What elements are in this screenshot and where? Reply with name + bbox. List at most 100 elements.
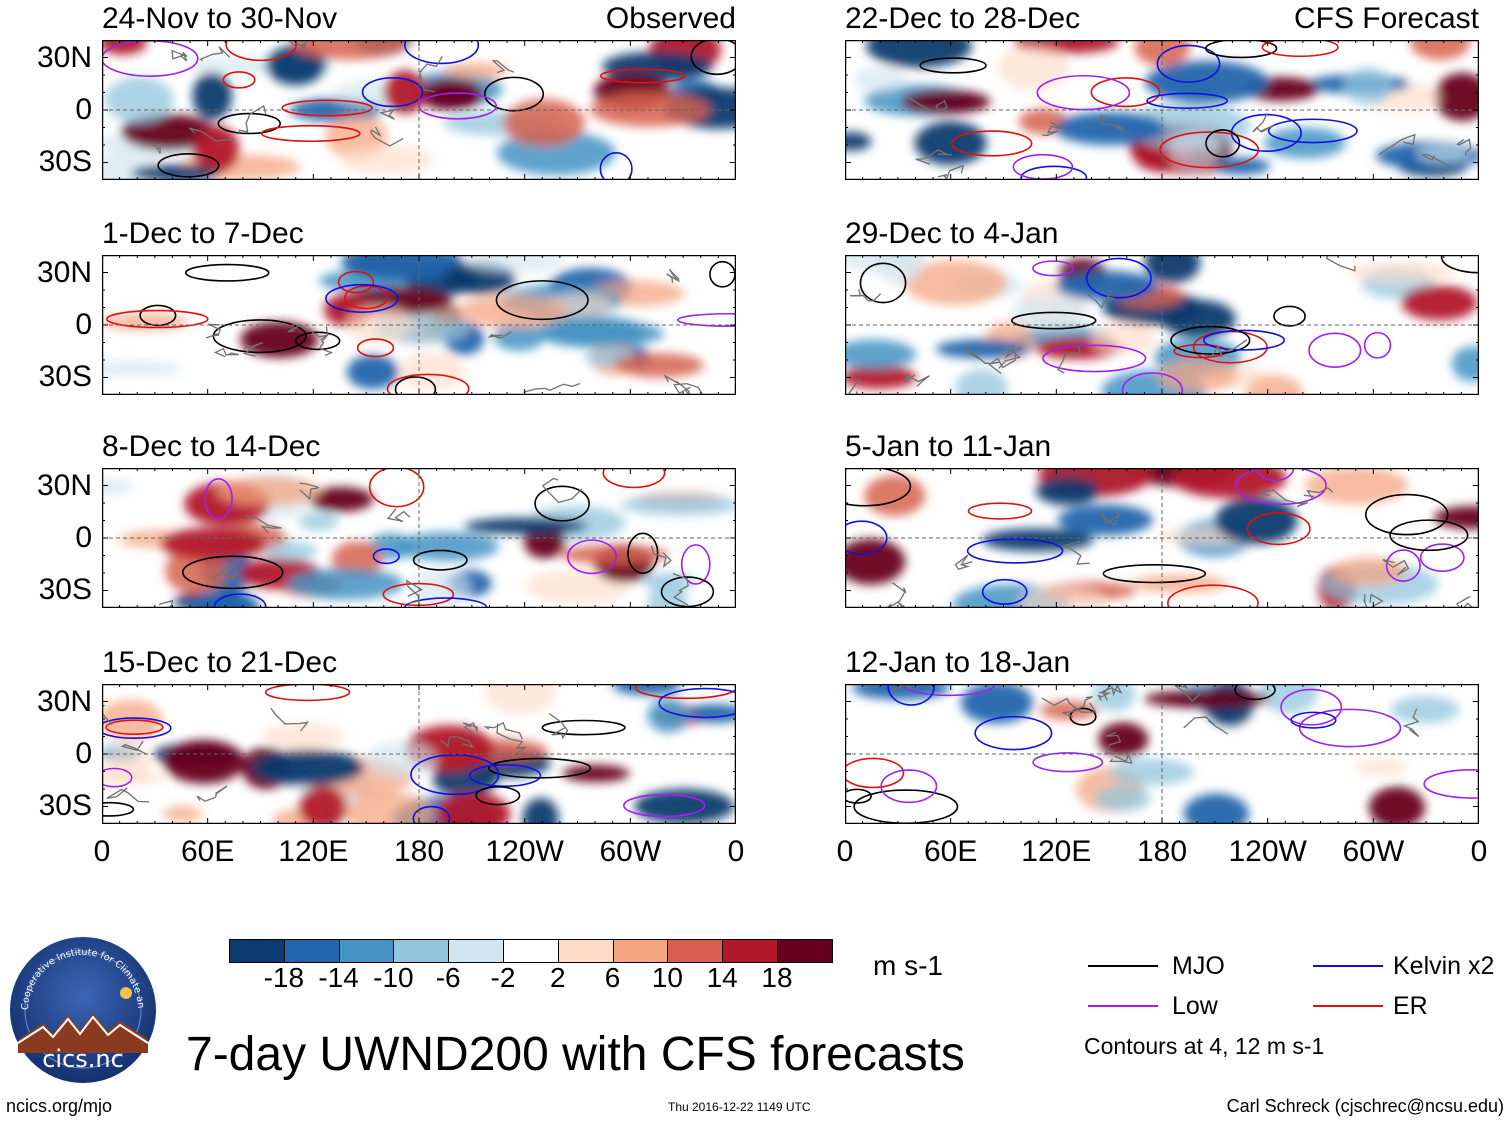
colorbar-tick-label: 18 <box>761 962 793 993</box>
x-tick-label: 180 <box>1136 835 1188 868</box>
panel-title-2: 1-Dec to 7-Dec <box>102 217 304 250</box>
coastlines <box>886 487 1475 608</box>
x-tick-label: 180 <box>393 835 445 868</box>
y-tick-label: 30S <box>38 145 92 178</box>
contour-line <box>658 687 736 719</box>
colorbar-tick-label: 6 <box>604 962 621 993</box>
contour-line <box>566 539 617 575</box>
contour-line <box>1204 40 1278 59</box>
x-tick-label: 0 <box>727 835 745 868</box>
legend-line-kelvin <box>1313 965 1383 967</box>
map-panel-8 <box>845 684 1479 824</box>
colorbar-tick-label: -14 <box>318 962 359 993</box>
panel-title-6: 29-Dec to 4-Jan <box>845 217 1059 250</box>
contour-line <box>599 152 633 180</box>
contour-line <box>260 124 361 143</box>
contour-line <box>217 112 281 135</box>
contour-line <box>157 153 220 178</box>
map-panel-3 <box>102 468 736 608</box>
panel-title-1: 24-Nov to 30-Nov <box>102 2 338 35</box>
x-tick-label: 60E <box>923 835 978 868</box>
y-tick-label: 30N <box>36 469 92 502</box>
contour-line <box>1121 372 1184 395</box>
contour-line <box>139 304 177 327</box>
contour-line <box>1261 40 1339 58</box>
x-tick-label: 120W <box>485 835 564 868</box>
contour-line <box>412 549 468 571</box>
coastlines <box>907 40 1472 180</box>
contour-line <box>102 717 172 740</box>
contour-line <box>1032 752 1104 773</box>
contour-line <box>1308 332 1362 368</box>
panel-title-3: 8-Dec to 14-Dec <box>102 430 321 463</box>
x-tick-label: 60W <box>599 835 662 868</box>
contour-line <box>1290 711 1337 729</box>
legend-label-mjo: MJO <box>1172 952 1225 980</box>
contour-line <box>845 757 905 789</box>
contour-line <box>981 578 1028 605</box>
cics-logo: Cooperative Institute for Climate and Sa… <box>5 927 158 1085</box>
colorbar-tick-label: -10 <box>373 962 414 993</box>
contour-line <box>182 555 284 590</box>
colorbar-tick-label: -2 <box>490 962 516 993</box>
contour-line <box>859 262 907 304</box>
legend-label-kelvin: Kelvin x2 <box>1393 952 1495 980</box>
map-panel-5 <box>845 40 1479 180</box>
contour-line <box>845 788 872 804</box>
y-tick-label: 30N <box>36 256 92 289</box>
footer-timestamp: Thu 2016-12-22 1149 UTC <box>668 1100 811 1114</box>
cics-logo-graphic: Cooperative Institute for Climate and Sa… <box>5 927 156 1083</box>
y-tick-label: 0 <box>75 308 92 341</box>
contour-line <box>599 68 686 84</box>
contour-line <box>845 520 888 556</box>
colorbar-swatch <box>393 939 449 963</box>
colorbar-tick-label: -6 <box>435 962 461 993</box>
contour-line <box>1246 512 1311 546</box>
legend-line-er <box>1313 1005 1383 1007</box>
contour-line <box>1170 325 1251 355</box>
contour-line <box>356 338 395 358</box>
x-tick-label: 0 <box>1470 835 1488 868</box>
contour-line <box>213 593 267 608</box>
x-tick-label: 0 <box>836 835 854 868</box>
colorbar-swatch <box>557 939 614 963</box>
contour-line <box>1280 688 1343 726</box>
contour-line <box>1389 519 1469 552</box>
contour-line <box>1363 331 1392 359</box>
colorbar-swatch <box>667 939 723 963</box>
contour-line <box>845 468 912 507</box>
contour-line <box>1167 584 1259 608</box>
map-panel-7 <box>845 468 1479 608</box>
logo-text: cics.nc <box>42 1045 124 1073</box>
contour-line <box>386 373 470 395</box>
colorbar-tick-label: -18 <box>263 962 305 993</box>
contour-line <box>102 767 133 788</box>
y-tick-label: 0 <box>75 521 92 554</box>
contour-line <box>1273 305 1306 327</box>
contour-line <box>1090 77 1161 108</box>
contour-line <box>880 769 938 804</box>
contour-line <box>676 312 736 327</box>
contour-line <box>1385 549 1421 582</box>
colorbar-swatch <box>503 939 559 963</box>
panel-tag-1: Observed <box>605 2 736 35</box>
coastlines <box>891 684 1420 765</box>
y-tick-label: 30S <box>38 360 92 393</box>
colorbar-tick-label: 14 <box>706 962 738 993</box>
map-panel-6 <box>845 255 1479 395</box>
contour-line <box>337 270 375 294</box>
contour-line <box>534 485 590 522</box>
contour-line <box>660 576 715 608</box>
contour-line <box>204 478 233 520</box>
contour-line <box>102 801 135 817</box>
contour-line <box>410 754 500 796</box>
contour-line <box>967 502 1033 520</box>
contour-line <box>919 57 987 74</box>
legend-label-er: ER <box>1393 992 1428 1020</box>
contour-line <box>1010 311 1097 330</box>
colorbar-swatch <box>283 939 340 963</box>
contour-line <box>295 331 341 351</box>
contour-line <box>394 376 437 395</box>
panel-title-8: 12-Jan to 18-Jan <box>845 646 1071 679</box>
contour-note: Contours at 4, 12 m s-1 <box>1084 1033 1325 1059</box>
